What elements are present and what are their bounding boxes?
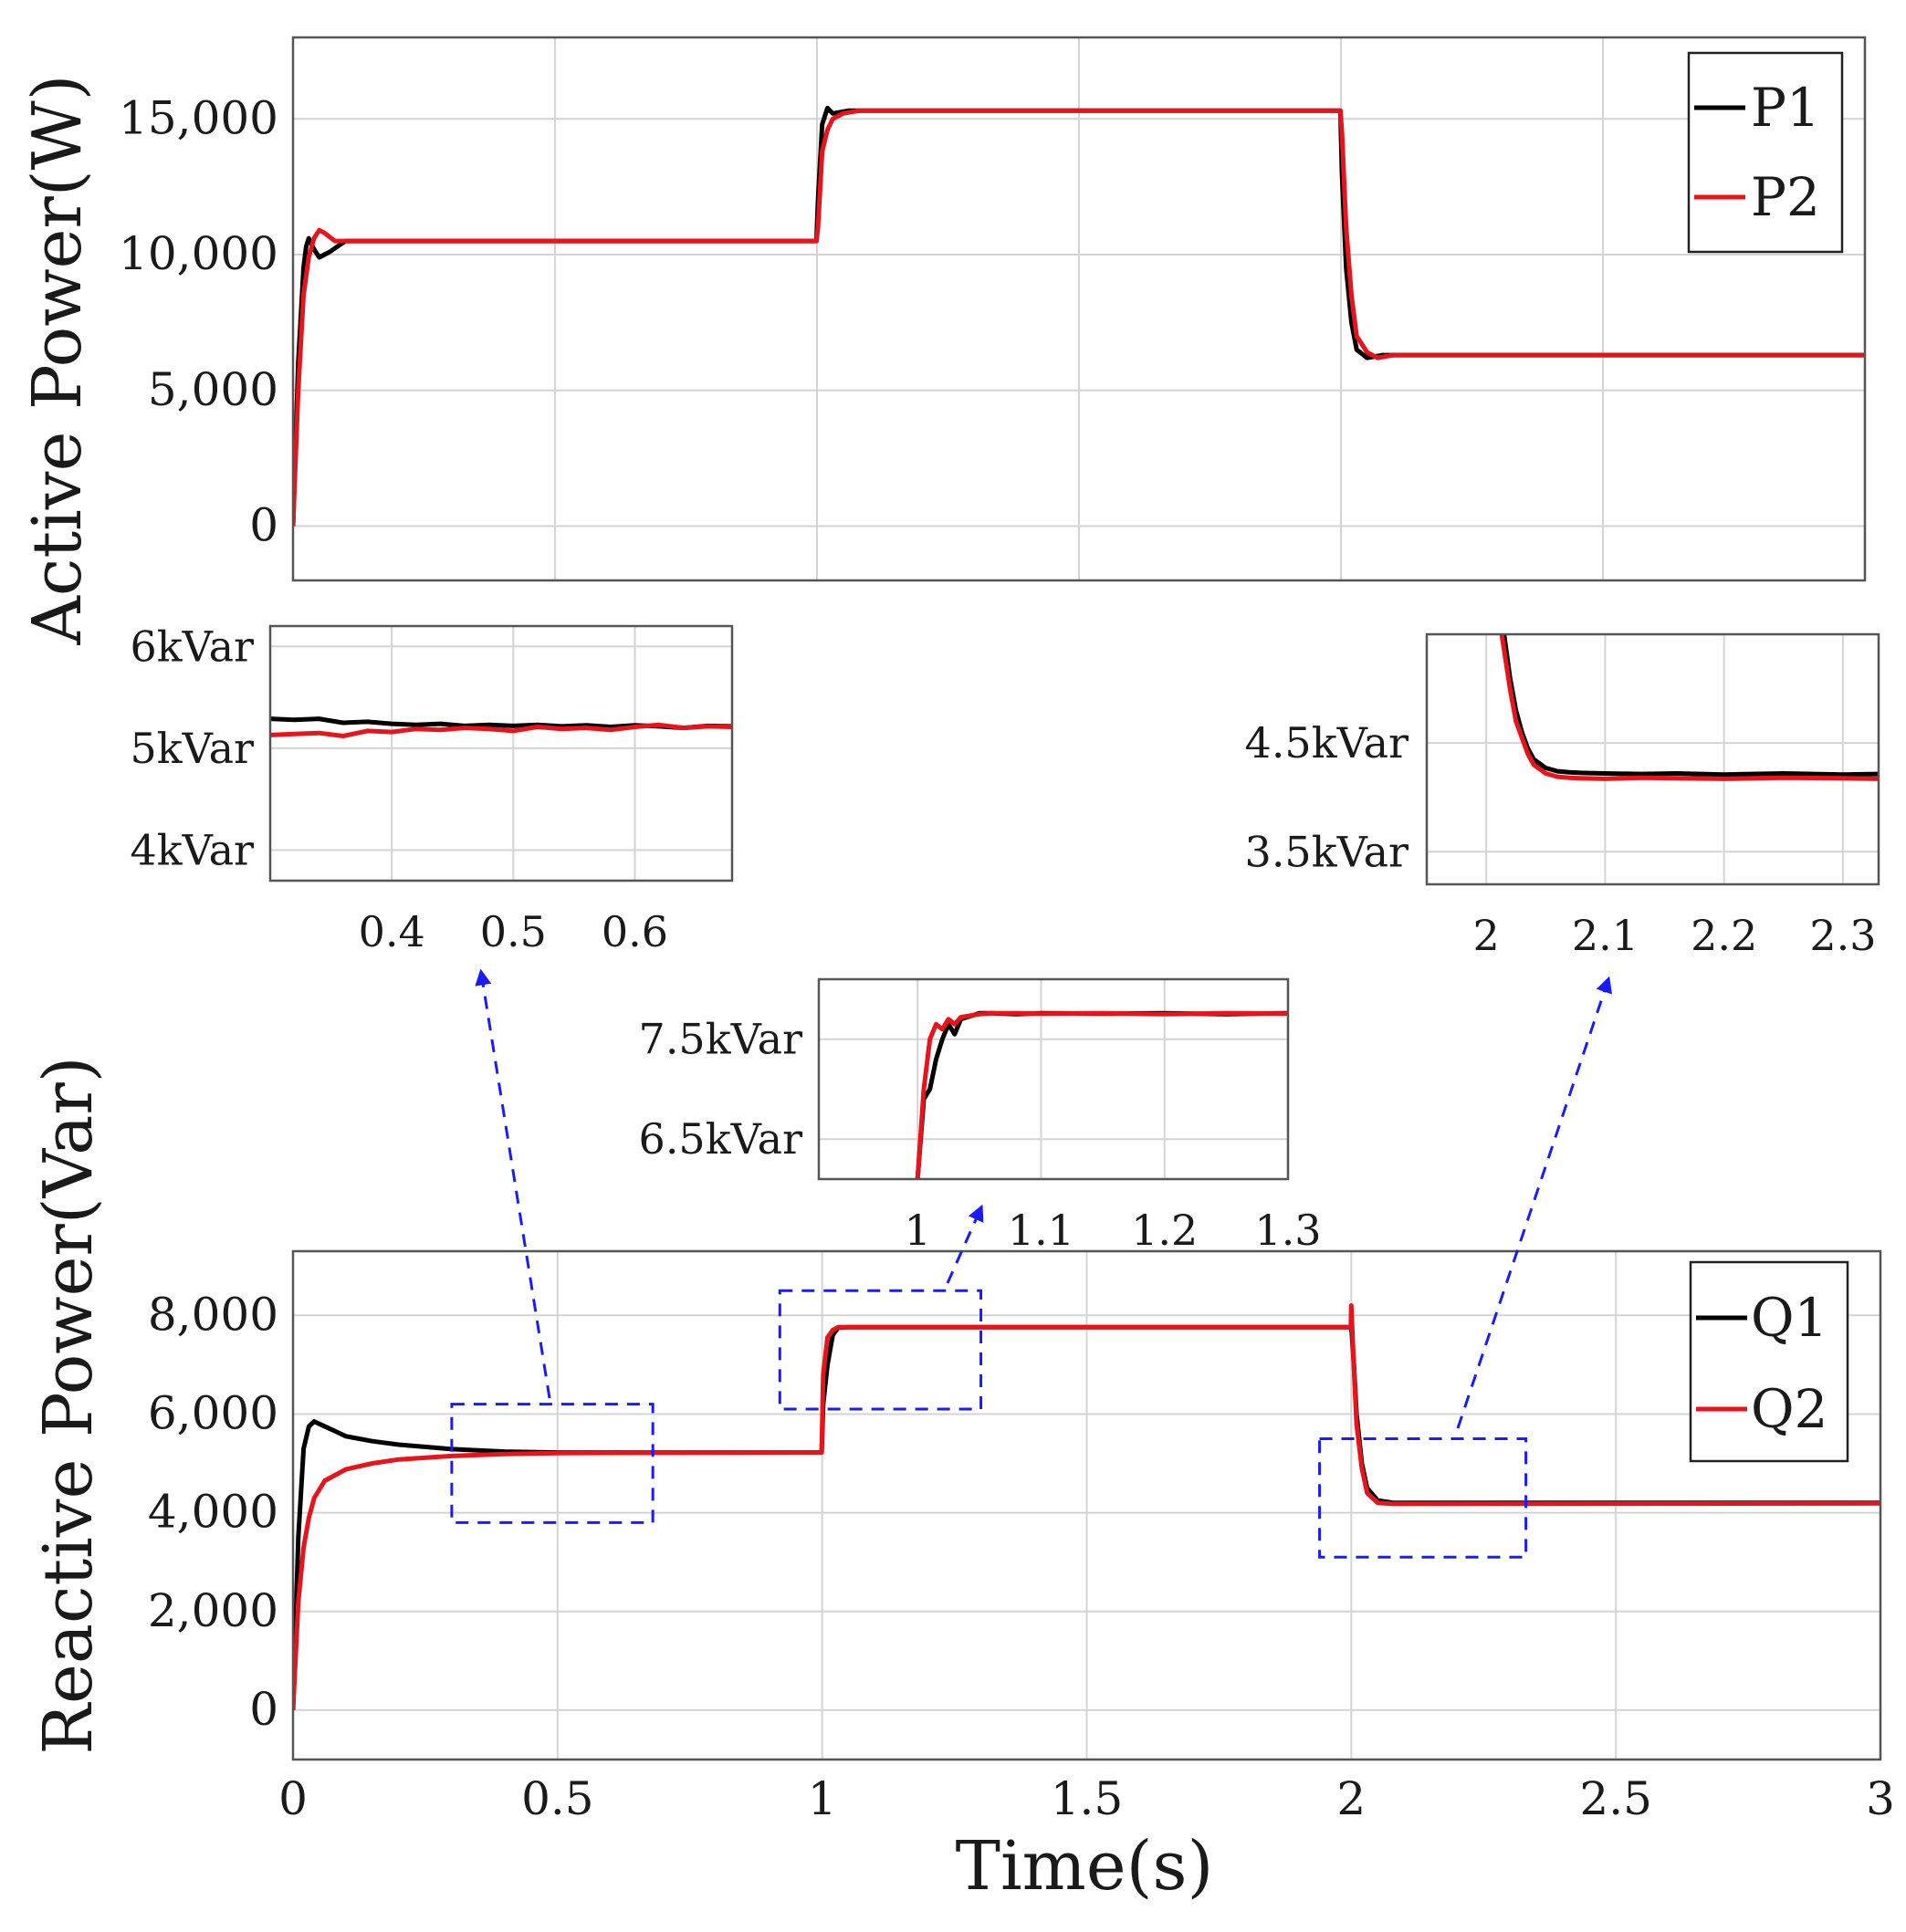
- inset3-x-tick-label: 2.1: [1572, 911, 1639, 960]
- zoom-arrow-inset2: [946, 1204, 984, 1284]
- reactive-y-tick-label: 8,000: [148, 1288, 278, 1341]
- active-power-axis-title: Active Power(W): [18, 74, 97, 645]
- reactive-x-tick-label: 0: [278, 1772, 308, 1825]
- time-axis-title: Time(s): [956, 1827, 1214, 1906]
- inset2-x-tick-label: 1.1: [1008, 1206, 1074, 1255]
- inset2-y-tick-label: 7.5kVar: [639, 1015, 802, 1064]
- legend-q2-label: Q2: [1751, 1378, 1827, 1440]
- active-frame: [291, 36, 1867, 582]
- inset2-frame: [817, 977, 1290, 1181]
- inset3-series-q1: [1502, 634, 1879, 778]
- active-power-plot: 0 5,000 10,000 15,000: [119, 36, 1867, 582]
- inset3-y-tick-label: 3.5kVar: [1245, 827, 1409, 876]
- inset3-y-tick-label: 4.5kVar: [1245, 718, 1409, 768]
- reactive-series-group: [293, 1303, 1880, 1711]
- active-y-tick-label: 10,000: [119, 227, 278, 280]
- reactive-x-tick-label: 3: [1866, 1772, 1895, 1825]
- reactive-x-tick-label: 2: [1336, 1772, 1366, 1825]
- active-series-p1: [293, 105, 1865, 527]
- inset1-series-group: [270, 716, 732, 738]
- inset3-x-tick-label: 2.2: [1691, 911, 1757, 960]
- zoom-inset-0.92-1.3: 1 1.1 1.2 1.3 6.5kVar 7.5kVar: [639, 977, 1322, 1255]
- legend-p2-label: P2: [1751, 166, 1820, 228]
- inset2-y-tick-label: 6.5kVar: [639, 1114, 802, 1164]
- reactive-y-tick-label: 6,000: [148, 1386, 278, 1439]
- inset1-x-tick-label: 0.4: [359, 907, 425, 956]
- reactive-x-tick-label: 1.5: [1051, 1772, 1124, 1825]
- zoom-box-1.95-2.33: [1318, 1436, 1528, 1559]
- inset1-plot-area: [270, 626, 732, 881]
- inset3-x-tick-label: 2.3: [1809, 911, 1876, 960]
- inset1-x-tick-label: 0.5: [480, 907, 547, 956]
- inset1-frame: [268, 624, 734, 882]
- reactive-x-tick-label: 1: [808, 1772, 837, 1825]
- active-y-tick-label: 5,000: [148, 363, 278, 416]
- active-series-group: [293, 105, 1865, 527]
- zoom-inset-0.3-0.68: 0.4 0.5 0.6 4kVar 5kVar 6kVar: [130, 621, 734, 956]
- reactive-power-plot: 0 0.5 1 1.5 2 2.5 3 0 2,000 4,000 6,000 8,000: [148, 1249, 1895, 1825]
- inset2-plot-area: [819, 979, 1288, 1179]
- active-y-tick-label: 15,000: [119, 91, 278, 144]
- legend-active-box: [1687, 51, 1844, 254]
- reactive-y-tick-label: 0: [249, 1683, 278, 1736]
- inset3-series-group: [1499, 634, 1879, 781]
- zoom-arrow-inset1: [475, 968, 551, 1399]
- zoom-annotations: [450, 968, 1612, 1559]
- legend-p1-label: P1: [1751, 77, 1820, 139]
- inset1-x-tick-label: 0.6: [602, 907, 668, 956]
- reactive-x-tick-label: 2.5: [1579, 1772, 1652, 1825]
- inset3-series-q2: [1499, 634, 1879, 781]
- zoom-inset-1.95-2.33: 2 2.1 2.2 2.3 3.5kVar 4.5kVar: [1245, 632, 1880, 960]
- active-series-p2: [293, 108, 1865, 527]
- inset1-y-tick-label: 6kVar: [130, 621, 254, 671]
- active-y-tick-label: 0: [249, 499, 278, 552]
- zoom-box-0.3-0.68: [450, 1403, 655, 1524]
- reactive-frame: [291, 1249, 1882, 1761]
- inset1-y-tick-label: 4kVar: [130, 826, 254, 875]
- inset1-series-q2: [270, 722, 732, 738]
- legend-reactive: Q1 Q2: [1689, 1260, 1849, 1463]
- reactive-y-tick-label: 2,000: [148, 1584, 278, 1637]
- legend-reactive-box: [1689, 1260, 1849, 1463]
- inset1-y-tick-label: 5kVar: [130, 724, 254, 773]
- inset2-series-q2: [915, 1010, 1288, 1179]
- reactive-x-tick-label: 0.5: [521, 1772, 594, 1825]
- inset2-x-tick-label: 1.3: [1254, 1206, 1321, 1255]
- inset3-frame: [1425, 632, 1880, 886]
- inset2-series-group: [915, 1010, 1288, 1179]
- zoom-arrow-inset3: [1456, 976, 1612, 1429]
- inset2-x-tick-label: 1: [905, 1206, 931, 1255]
- reactive-y-tick-label: 4,000: [148, 1486, 278, 1539]
- reactive-power-axis-title: Reactive Power(Var): [29, 1056, 108, 1754]
- zoom-box-0.92-1.3: [778, 1289, 983, 1411]
- reactive-series-q2: [293, 1303, 1880, 1711]
- legend-active: P1 P2: [1687, 51, 1844, 254]
- inset3-plot-area: [1427, 634, 1879, 884]
- inset3-x-tick-label: 2: [1472, 911, 1499, 960]
- inset2-x-tick-label: 1.2: [1131, 1206, 1198, 1255]
- legend-q1-label: Q1: [1751, 1287, 1827, 1349]
